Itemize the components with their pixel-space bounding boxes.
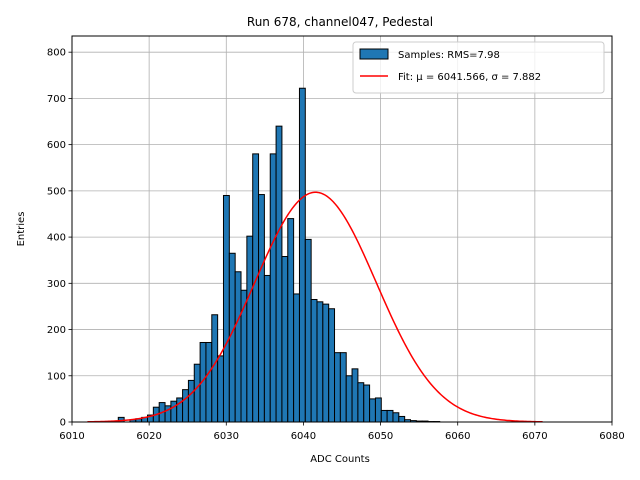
y-tick-label: 100 xyxy=(47,371,66,382)
legend-samples-label: Samples: RMS=7.98 xyxy=(398,50,500,61)
histogram-bar xyxy=(269,153,277,423)
histogram-bar xyxy=(298,87,306,423)
histogram-bar xyxy=(170,400,178,423)
plot-frame xyxy=(71,35,613,423)
y-tick-label: 200 xyxy=(47,325,66,336)
histogram-bar xyxy=(252,153,260,423)
fit-curve-layer xyxy=(87,191,543,423)
x-tick-label: 6060 xyxy=(445,431,470,442)
histogram-bar xyxy=(281,256,289,423)
histogram-bar xyxy=(345,375,353,423)
x-tick-label: 6010 xyxy=(59,431,84,442)
chart-title: Run 678, channel047, Pedestal xyxy=(247,15,433,29)
legend-fit-label: Fit: μ = 6041.566, σ = 7.882 xyxy=(398,72,541,83)
histogram-bar xyxy=(322,303,330,423)
histogram-bar xyxy=(234,271,242,423)
histogram-bar xyxy=(334,352,341,423)
x-tick-label: 6050 xyxy=(368,431,393,442)
y-tick-label: 500 xyxy=(47,186,66,197)
x-tick-label: 6030 xyxy=(214,431,239,442)
histogram-bar xyxy=(293,293,300,423)
plot-area xyxy=(71,35,613,423)
histogram-bar xyxy=(222,194,230,423)
x-tick-label: 6080 xyxy=(599,431,624,442)
y-tick-label: 800 xyxy=(47,48,66,59)
x-tick-label: 6040 xyxy=(291,431,316,442)
histogram-bar xyxy=(316,301,324,423)
histogram-bar xyxy=(258,194,265,423)
y-axis-label: Entries xyxy=(16,212,27,247)
y-tick-label: 300 xyxy=(47,279,66,290)
x-tick-label: 6070 xyxy=(522,431,547,442)
histogram-bar xyxy=(386,409,394,423)
y-tick-label: 600 xyxy=(47,140,66,151)
histogram-bar xyxy=(217,355,224,423)
legend: Samples: RMS=7.98 Fit: μ = 6041.566, σ =… xyxy=(352,41,605,94)
histogram-bar xyxy=(369,398,376,423)
histogram-bar xyxy=(339,352,347,423)
histogram-bar xyxy=(187,379,195,423)
histogram-bar xyxy=(328,308,336,423)
histogram-bar xyxy=(304,238,312,423)
histogram-bar xyxy=(193,363,201,423)
x-axis-ticks: 6010 6020 6030 6040 6050 6060 6070 6080 xyxy=(59,422,625,442)
histogram-bar xyxy=(263,274,271,423)
legend-box xyxy=(352,41,605,94)
fit-curve xyxy=(87,191,543,423)
histogram-bar xyxy=(182,389,189,423)
histogram-bar xyxy=(275,125,283,423)
histogram-bar xyxy=(246,235,254,423)
legend-samples-swatch xyxy=(359,48,389,60)
histogram-bar xyxy=(363,384,371,423)
y-tick-label: 0 xyxy=(60,418,66,429)
histogram-bar xyxy=(351,368,359,423)
y-tick-label: 700 xyxy=(47,94,66,105)
y-tick-label: 400 xyxy=(47,233,66,244)
y-axis-ticks: 0 100 200 300 400 500 600 700 800 xyxy=(47,48,72,429)
x-tick-label: 6020 xyxy=(136,431,161,442)
x-axis-label: ADC Counts xyxy=(310,454,370,465)
histogram-bar xyxy=(310,298,318,423)
histogram-bar xyxy=(357,382,365,423)
histogram-bar xyxy=(380,409,388,423)
histogram-bar xyxy=(392,412,400,423)
histogram-bar xyxy=(398,415,406,423)
histogram-bar xyxy=(205,341,213,423)
histogram-bar xyxy=(374,397,382,423)
histogram-bar xyxy=(287,218,295,423)
